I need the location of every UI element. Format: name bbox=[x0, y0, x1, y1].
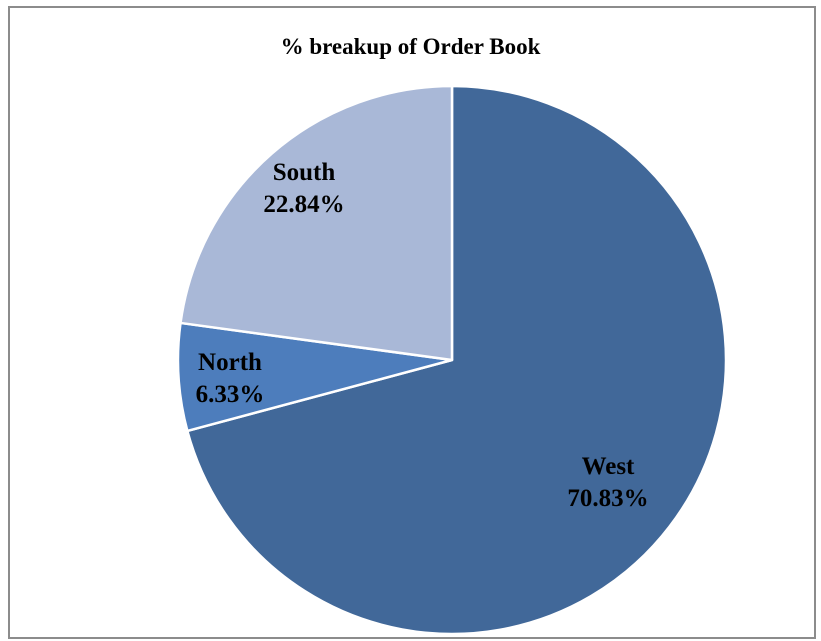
slice-value-west: 70.83% bbox=[567, 485, 648, 512]
slice-label-north: North bbox=[198, 349, 262, 376]
slice-value-south: 22.84% bbox=[263, 191, 344, 218]
pie-slice-west bbox=[186, 84, 728, 636]
slice-label-south: South bbox=[273, 159, 336, 186]
chart-title: % breakup of Order Book bbox=[280, 34, 541, 59]
pie-slice-south bbox=[179, 84, 454, 362]
pie-slices bbox=[176, 84, 728, 636]
slice-label-west: West bbox=[582, 453, 635, 480]
pie-labels: West 70.83% North 6.33% South 22.84% bbox=[196, 159, 649, 512]
slice-value-north: 6.33% bbox=[196, 381, 265, 408]
